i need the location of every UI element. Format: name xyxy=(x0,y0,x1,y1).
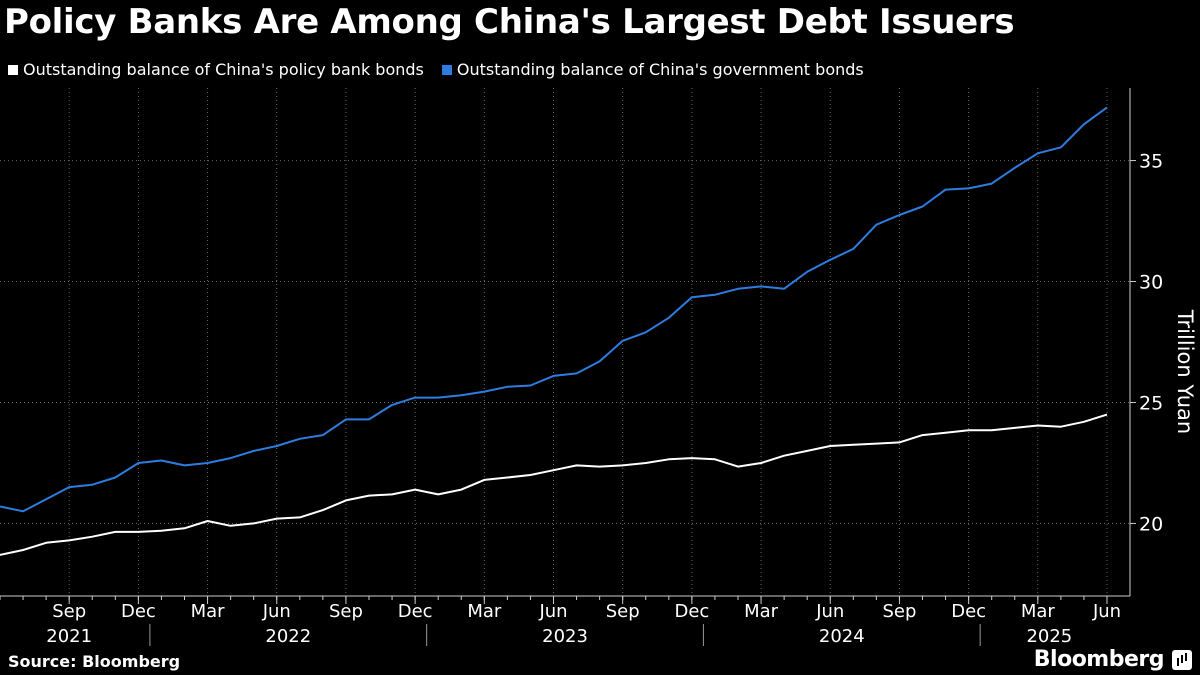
x-tick-label: Mar xyxy=(467,601,502,622)
x-year-label: 2023 xyxy=(542,626,588,647)
series-line-policy-bank xyxy=(0,413,1108,556)
x-tick-label: Sep xyxy=(882,601,916,622)
x-tick-label: Mar xyxy=(744,601,779,622)
legend-label-government: Outstanding balance of China's governmen… xyxy=(456,60,864,79)
y-tick-label: 25 xyxy=(1139,392,1163,414)
bloomberg-logo: Bloomberg xyxy=(1033,647,1165,672)
x-tick-label: Mar xyxy=(1021,601,1056,622)
x-tick-label: Dec xyxy=(674,601,709,622)
x-year-label: 2021 xyxy=(46,626,92,647)
legend-item-policy-bank: Outstanding balance of China's policy ba… xyxy=(8,60,424,79)
x-tick-label: Jun xyxy=(262,601,291,622)
x-tick-label: Mar xyxy=(191,601,226,622)
y-axis-title: Trillion Yuan xyxy=(1173,309,1197,434)
legend-item-government: Outstanding balance of China's governmen… xyxy=(441,60,864,79)
x-tick-label: Dec xyxy=(951,601,986,622)
y-tick-label: 35 xyxy=(1139,151,1163,173)
chart-title: Policy Banks Are Among China's Largest D… xyxy=(4,2,1015,42)
x-tick-label: Jun xyxy=(1092,601,1121,622)
legend: Outstanding balance of China's policy ba… xyxy=(8,60,882,79)
x-year-label: 2022 xyxy=(265,626,311,647)
x-tick-label: Dec xyxy=(121,601,156,622)
y-tick-label: 30 xyxy=(1139,272,1163,294)
x-tick-label: Sep xyxy=(329,601,363,622)
x-year-label: 2024 xyxy=(819,626,865,647)
x-tick-label: Dec xyxy=(398,601,433,622)
x-year-label: 2025 xyxy=(1026,626,1072,647)
x-tick-label: Jun xyxy=(815,601,844,622)
legend-swatch-government xyxy=(441,64,452,75)
x-tick-label: Jun xyxy=(538,601,567,622)
series-line-government xyxy=(0,106,1108,513)
x-tick-label: Sep xyxy=(52,601,86,622)
legend-swatch-policy-bank xyxy=(8,64,18,75)
bloomberg-chart-icon xyxy=(1172,650,1192,670)
x-tick-label: Sep xyxy=(606,601,640,622)
source-note: Source: Bloomberg xyxy=(8,652,181,671)
y-tick-label: 20 xyxy=(1139,513,1163,535)
legend-label-policy-bank: Outstanding balance of China's policy ba… xyxy=(23,60,424,79)
